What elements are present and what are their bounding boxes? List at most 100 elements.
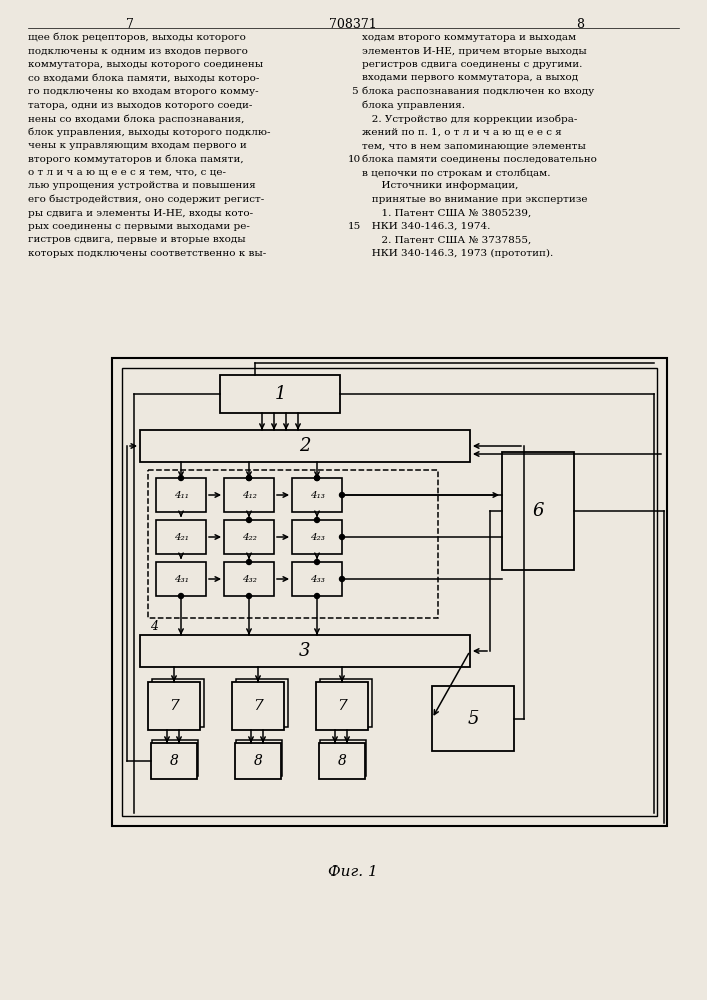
- Bar: [292, 478, 342, 512]
- Text: гистров сдвига, первые и вторые входы: гистров сдвига, первые и вторые входы: [28, 235, 245, 244]
- Text: 4₂₂: 4₂₂: [242, 532, 257, 542]
- Circle shape: [339, 492, 344, 497]
- Text: рых соединены с первыми выходами ре-: рых соединены с первыми выходами ре-: [28, 222, 250, 231]
- Text: 4₃₁: 4₃₁: [173, 574, 189, 584]
- Text: 4₁₂: 4₁₂: [242, 490, 257, 499]
- Text: второго коммутаторов и блока памяти,: второго коммутаторов и блока памяти,: [28, 154, 244, 164]
- Circle shape: [247, 518, 252, 522]
- Text: 8: 8: [254, 754, 262, 768]
- Bar: [502, 452, 574, 570]
- Text: принятые во внимание при экспертизе: принятые во внимание при экспертизе: [362, 195, 588, 204]
- Bar: [156, 520, 206, 554]
- Text: 7: 7: [337, 699, 347, 713]
- Circle shape: [315, 476, 320, 481]
- Circle shape: [247, 476, 252, 481]
- Text: 4₂₃: 4₂₃: [310, 532, 325, 542]
- Text: коммутатора, выходы которого соединены: коммутатора, выходы которого соединены: [28, 60, 263, 69]
- Bar: [224, 478, 274, 512]
- Text: элементов И-НЕ, причем вторые выходы: элементов И-НЕ, причем вторые выходы: [362, 46, 587, 55]
- Text: 708371: 708371: [329, 18, 377, 31]
- Bar: [122, 368, 657, 816]
- Text: щее блок рецепторов, выходы которого: щее блок рецепторов, выходы которого: [28, 33, 246, 42]
- Bar: [292, 562, 342, 596]
- Bar: [232, 682, 284, 730]
- Bar: [224, 520, 274, 554]
- Text: входами первого коммутатора, а выход: входами первого коммутатора, а выход: [362, 74, 578, 83]
- Text: 4₂₁: 4₂₁: [173, 532, 189, 542]
- Text: 15: 15: [347, 222, 361, 231]
- Text: о т л и ч а ю щ е е с я тем, что, с це-: о т л и ч а ю щ е е с я тем, что, с це-: [28, 168, 226, 177]
- Bar: [319, 743, 365, 779]
- Bar: [236, 740, 282, 776]
- Text: 4₁₁: 4₁₁: [173, 490, 189, 499]
- Text: ходам второго коммутатора и выходам: ходам второго коммутатора и выходам: [362, 33, 576, 42]
- Circle shape: [247, 593, 252, 598]
- Text: 8: 8: [576, 18, 584, 31]
- Text: 5: 5: [351, 87, 357, 96]
- Text: ры сдвига и элементы И-НЕ, входы кото-: ры сдвига и элементы И-НЕ, входы кото-: [28, 209, 253, 218]
- Circle shape: [178, 593, 184, 598]
- Text: со входами блока памяти, выходы которо-: со входами блока памяти, выходы которо-: [28, 74, 259, 83]
- Text: лью упрощения устройства и повышения: лью упрощения устройства и повышения: [28, 182, 256, 190]
- Text: НКИ 340-146.3, 1974.: НКИ 340-146.3, 1974.: [362, 222, 491, 231]
- Text: 2. Устройство для коррекции изобра-: 2. Устройство для коррекции изобра-: [362, 114, 578, 123]
- Text: его быстродействия, оно содержит регист-: его быстродействия, оно содержит регист-: [28, 195, 264, 205]
- Text: блока памяти соединены последовательно: блока памяти соединены последовательно: [362, 154, 597, 163]
- Bar: [235, 743, 281, 779]
- Text: 6: 6: [532, 502, 544, 520]
- Circle shape: [315, 476, 320, 481]
- Text: в цепочки по строкам и столбцам.: в цепочки по строкам и столбцам.: [362, 168, 551, 178]
- Text: блока управления.: блока управления.: [362, 101, 465, 110]
- Circle shape: [339, 534, 344, 540]
- Bar: [316, 682, 368, 730]
- Text: 7: 7: [169, 699, 179, 713]
- Text: 5: 5: [467, 710, 479, 728]
- Text: блока распознавания подключен ко входу: блока распознавания подключен ко входу: [362, 87, 595, 97]
- Bar: [224, 562, 274, 596]
- Text: Фиг. 1: Фиг. 1: [328, 865, 378, 879]
- Bar: [148, 682, 200, 730]
- Circle shape: [315, 518, 320, 522]
- Circle shape: [247, 476, 252, 481]
- Circle shape: [247, 560, 252, 564]
- Text: 3: 3: [299, 642, 311, 660]
- Bar: [220, 375, 340, 413]
- Text: 4: 4: [150, 620, 158, 633]
- Text: жений по п. 1, о т л и ч а ю щ е е с я: жений по п. 1, о т л и ч а ю щ е е с я: [362, 127, 562, 136]
- Text: которых подключены соответственно к вы-: которых подключены соответственно к вы-: [28, 249, 267, 258]
- Text: 7: 7: [126, 18, 134, 31]
- Text: нены со входами блока распознавания,: нены со входами блока распознавания,: [28, 114, 245, 123]
- Bar: [152, 740, 198, 776]
- Text: 4₃₂: 4₃₂: [242, 574, 257, 584]
- Bar: [320, 679, 372, 727]
- Text: НКИ 340-146.3, 1973 (прототип).: НКИ 340-146.3, 1973 (прототип).: [362, 249, 554, 258]
- Text: чены к управляющим входам первого и: чены к управляющим входам первого и: [28, 141, 247, 150]
- Text: 2: 2: [299, 437, 311, 455]
- Circle shape: [339, 576, 344, 582]
- Bar: [140, 430, 470, 462]
- Bar: [320, 740, 366, 776]
- Circle shape: [315, 560, 320, 564]
- Text: 8: 8: [337, 754, 346, 768]
- Text: татора, одни из выходов которого соеди-: татора, одни из выходов которого соеди-: [28, 101, 252, 109]
- Text: 10: 10: [347, 154, 361, 163]
- Text: тем, что в нем запоминающие элементы: тем, что в нем запоминающие элементы: [362, 141, 586, 150]
- Text: го подключены ко входам второго комму-: го подключены ко входам второго комму-: [28, 87, 259, 96]
- Bar: [156, 562, 206, 596]
- Bar: [140, 635, 470, 667]
- Bar: [152, 679, 204, 727]
- Bar: [156, 478, 206, 512]
- Text: 8: 8: [170, 754, 178, 768]
- Text: 4₁₃: 4₁₃: [310, 490, 325, 499]
- Circle shape: [315, 593, 320, 598]
- Text: 1. Патент США № 3805239,: 1. Патент США № 3805239,: [362, 209, 531, 218]
- Bar: [112, 358, 667, 826]
- Text: 1: 1: [274, 385, 286, 403]
- Bar: [151, 743, 197, 779]
- Text: блок управления, выходы которого подклю-: блок управления, выходы которого подклю-: [28, 127, 271, 137]
- Bar: [148, 470, 438, 618]
- Circle shape: [178, 476, 184, 481]
- Bar: [236, 679, 288, 727]
- Text: Источники информации,: Источники информации,: [362, 182, 518, 190]
- Text: 7: 7: [253, 699, 263, 713]
